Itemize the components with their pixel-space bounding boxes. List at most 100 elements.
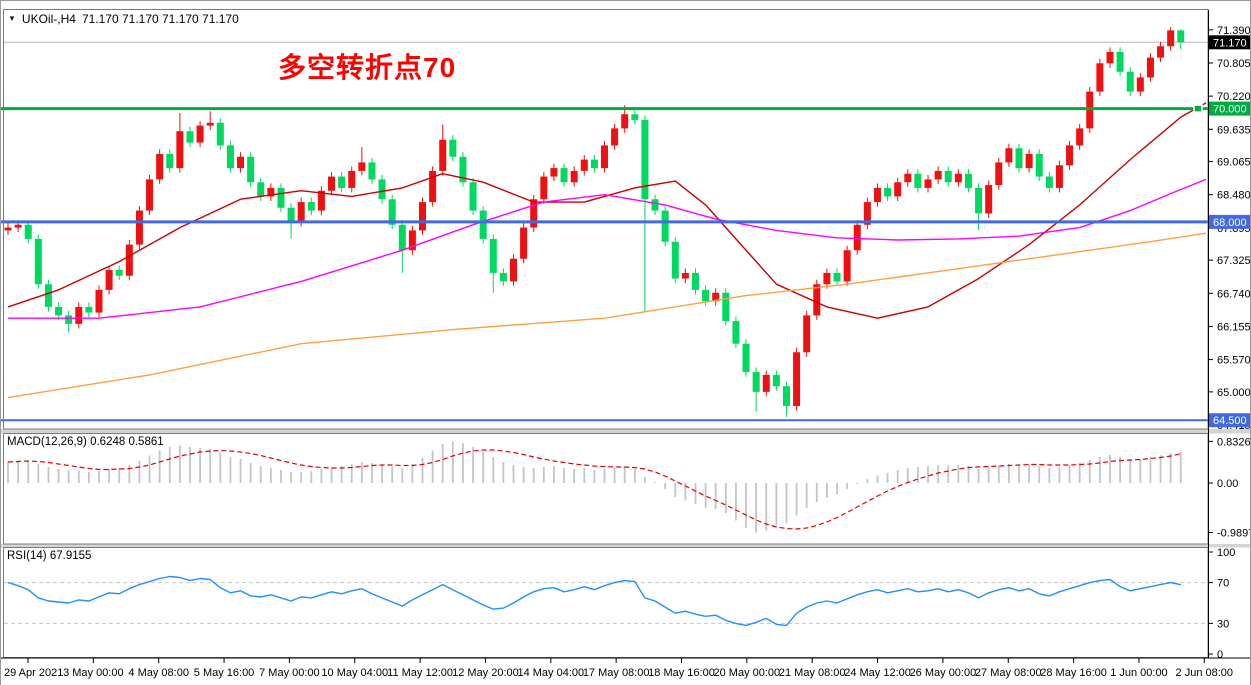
candle-body (277, 187, 285, 208)
candle-body (499, 272, 507, 282)
candle-body (580, 159, 588, 171)
candle-body (1066, 145, 1074, 166)
candle-body (1015, 148, 1023, 169)
candle-body (590, 159, 598, 169)
price-label-badge (1209, 214, 1250, 229)
rsi-value: 67.9155 (49, 550, 92, 562)
candle-body (449, 139, 457, 157)
candle-body (237, 156, 245, 169)
candle-body (671, 241, 679, 279)
candle-body (702, 289, 710, 302)
candle-body (1025, 153, 1033, 169)
candle-body (1146, 57, 1154, 78)
price-label-badge-text: 71.170 (1213, 37, 1247, 49)
candle-body (1116, 51, 1124, 72)
price-label-badge (1209, 413, 1250, 428)
candle-body (995, 162, 1003, 186)
candle-body (782, 386, 790, 407)
macd-panel-border (3, 433, 1209, 545)
candles (4, 26, 1185, 417)
candle-body (1035, 153, 1043, 177)
price-tick-label: 70.805 (1217, 58, 1251, 70)
price-tick-label: 70.220 (1217, 91, 1251, 103)
time-tick-label: 29 Apr 2021 (4, 667, 63, 679)
time-tick-label: 28 May 16:00 (1040, 667, 1107, 679)
candle-body (661, 210, 669, 242)
price-tick-label: 65.570 (1217, 355, 1251, 367)
candle-body (388, 199, 396, 225)
macd-axis-label: -0.9897 (1217, 527, 1251, 539)
rsi-axis-label: 100 (1217, 547, 1235, 559)
candle-body (44, 284, 52, 307)
symbol-title: UKOil-,H4 (21, 12, 76, 26)
ma-orange-line (7, 232, 1207, 399)
time-tick-label: 11 May 12:00 (387, 667, 453, 679)
time-tick-label: 10 May 04:00 (321, 667, 388, 679)
time-tick-label: 4 May 08:00 (128, 667, 189, 679)
candle-body (1126, 71, 1134, 92)
candle-body (863, 202, 871, 225)
candle-body (166, 153, 174, 169)
candle-body (550, 168, 558, 177)
macd-signal-line (7, 449, 1181, 530)
candle-body (55, 306, 63, 316)
time-tick-label: 7 May 00:00 (259, 667, 320, 679)
ma-red-line (7, 102, 1207, 319)
candle-body (146, 179, 154, 211)
ma-magenta-line (8, 178, 1207, 319)
candle-body (681, 272, 689, 279)
macd-axis-label: 0.00 (1217, 478, 1238, 490)
price-tick-label: 66.155 (1217, 321, 1251, 333)
candle-body (924, 179, 932, 188)
candle-body (469, 182, 477, 211)
rsi-axis-label: 30 (1217, 618, 1229, 630)
candle-body (186, 131, 194, 143)
candle-body (560, 168, 568, 183)
candle-body (853, 224, 861, 251)
candle-body (95, 289, 103, 313)
candle-body (439, 139, 447, 171)
candle-body (14, 224, 22, 228)
time-tick-label: 18 May 16:00 (648, 667, 715, 679)
candle-body (408, 230, 416, 251)
candle-body (297, 202, 305, 222)
candle-body (247, 156, 255, 183)
panel-separator[interactable] (1, 544, 1251, 548)
candle-body (105, 270, 113, 290)
time-tick-label: 17 May 08:00 (583, 667, 650, 679)
candle-body (34, 238, 42, 285)
rsi-panel-border (3, 547, 1209, 658)
candle-body (570, 170, 578, 183)
candle-body (398, 224, 406, 251)
price-label-badge-text: 68.000 (1213, 217, 1247, 229)
rsi-line (7, 575, 1181, 627)
candle-body (510, 258, 517, 282)
candle-body (873, 187, 881, 203)
rsi-name: RSI(14) (7, 550, 47, 562)
symbol-menu-icon[interactable]: ▼ (8, 14, 16, 23)
candle-body (206, 122, 214, 126)
macd-name: MACD(12,26,9) (7, 436, 87, 448)
candle-body (135, 210, 143, 245)
price-tick-label: 66.740 (1217, 288, 1251, 300)
time-tick-label: 3 May 00:00 (63, 667, 124, 679)
candle-body (833, 272, 841, 282)
macd-indicator-label: MACD(12,26,9) 0.6248 0.5861 (7, 436, 164, 448)
candle-body (1076, 128, 1084, 146)
hline-handle[interactable] (1193, 104, 1203, 113)
panel-separator[interactable] (1, 429, 1251, 434)
candle-body (358, 162, 366, 171)
candle-body (884, 187, 892, 197)
candle-body (803, 315, 811, 353)
candle-body (24, 224, 32, 239)
time-tick-label: 14 May 04:00 (517, 667, 584, 679)
candle-body (1136, 77, 1144, 92)
candle-body (287, 207, 295, 222)
candle-body (1005, 148, 1013, 163)
candle-body (317, 190, 325, 211)
candle-body (125, 244, 133, 276)
candle-body (975, 187, 983, 214)
candle-body (307, 202, 315, 211)
chart-text-annotation[interactable]: 多空转折点70 (278, 52, 457, 83)
candle-body (1096, 63, 1104, 92)
